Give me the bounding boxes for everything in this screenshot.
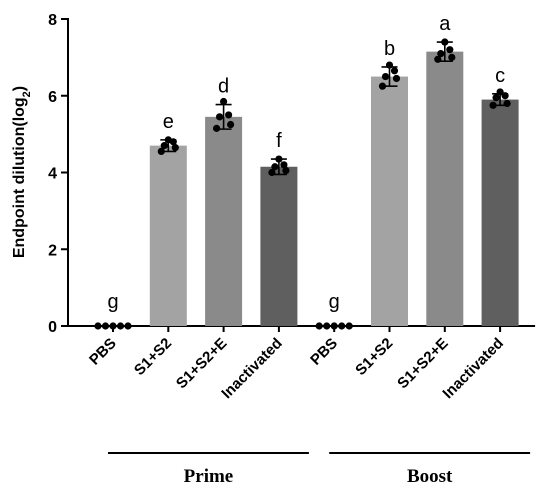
data-point xyxy=(271,163,279,171)
bar xyxy=(149,145,187,326)
data-point xyxy=(160,142,168,150)
data-point xyxy=(157,147,165,155)
bar xyxy=(260,166,298,326)
data-point xyxy=(216,113,224,121)
significance-label: b xyxy=(384,38,395,60)
data-point xyxy=(441,38,449,46)
x-tick-label: PBS xyxy=(86,335,120,369)
data-point xyxy=(392,74,401,83)
significance-labels: g e d f g b a c xyxy=(107,13,505,313)
data-point xyxy=(227,120,235,129)
data-point xyxy=(496,88,504,96)
significance-label: a xyxy=(439,13,451,35)
significance-label: c xyxy=(495,65,505,87)
data-point xyxy=(94,322,102,330)
data-point xyxy=(268,168,276,177)
x-tick-label: PBS xyxy=(307,335,341,369)
significance-label: f xyxy=(276,130,282,152)
data-point xyxy=(323,322,331,330)
y-tick-label: 8 xyxy=(48,12,57,29)
data-point xyxy=(330,322,338,330)
data-point xyxy=(109,322,117,330)
group-label: Boost xyxy=(407,466,453,487)
y-tick-label: 2 xyxy=(48,242,57,259)
data-point xyxy=(434,55,442,63)
group-labels: Prime Boost xyxy=(108,452,531,487)
x-tick-label: S1+S2+E xyxy=(173,335,230,392)
y-tick-label: 6 xyxy=(48,89,57,106)
significance-label: g xyxy=(107,291,118,313)
data-point xyxy=(164,136,172,144)
y-tick-label: 4 xyxy=(48,166,57,183)
bar xyxy=(371,76,408,326)
data-point xyxy=(124,322,132,330)
bar xyxy=(205,116,243,326)
data-point xyxy=(437,49,445,58)
data-point xyxy=(116,322,125,330)
data-point xyxy=(503,99,511,108)
data-point xyxy=(338,322,346,330)
x-tick-label: S1+S2+E xyxy=(394,335,451,392)
data-point xyxy=(280,161,288,169)
data-point xyxy=(381,72,390,81)
data-point xyxy=(446,46,454,54)
data-point xyxy=(489,101,497,109)
x-tick-label: S1+S2 xyxy=(131,335,175,379)
data-points xyxy=(94,38,511,330)
group-label: Prime xyxy=(184,466,234,487)
bars xyxy=(149,51,519,327)
y-axis-label: Endpoint dilution(log2) xyxy=(11,86,33,258)
data-point xyxy=(315,322,323,330)
data-point xyxy=(225,111,233,119)
x-tick-label: S1+S2 xyxy=(352,335,396,379)
significance-label: e xyxy=(163,111,174,133)
data-point xyxy=(275,155,283,163)
bar xyxy=(426,51,464,327)
y-tick-label: 0 xyxy=(48,319,57,336)
significance-label: g xyxy=(329,291,340,313)
data-point xyxy=(101,322,110,330)
data-point xyxy=(501,92,509,100)
data-point xyxy=(378,82,387,90)
data-point xyxy=(282,166,290,175)
data-point xyxy=(385,61,394,69)
data-point xyxy=(220,97,228,106)
bar xyxy=(481,99,519,327)
data-point xyxy=(448,53,456,61)
data-point xyxy=(345,322,353,330)
data-point xyxy=(213,124,221,132)
data-point xyxy=(390,67,399,75)
data-point xyxy=(492,94,500,102)
data-point xyxy=(171,143,179,152)
significance-label: d xyxy=(218,76,229,98)
